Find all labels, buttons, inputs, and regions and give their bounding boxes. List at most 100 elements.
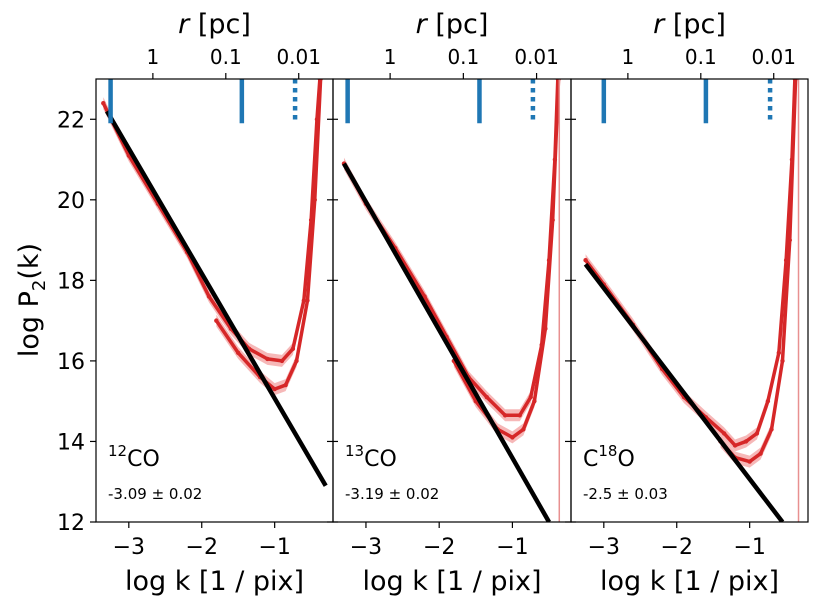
y-tick-label: 22 [57,108,85,133]
x-tick-label: −2 [661,535,693,560]
data-point [206,294,212,299]
slope-value: -3.19 ± 0.02 [345,485,439,503]
x-tick-label: −3 [350,535,382,560]
power-spectrum-data-lower [719,79,798,464]
y-tick-label: 14 [57,430,85,455]
power-law-fit [104,110,328,487]
species-isotope: 13 [345,442,364,460]
data-point [754,431,760,436]
y-axis-label: log P2(k) [14,243,50,357]
data-point [776,350,782,356]
top-tick-label: 0.01 [751,45,796,69]
species-suffix: O [617,447,634,472]
data-point [312,197,317,203]
y-tick-label: 16 [57,350,85,375]
data-point [543,326,548,331]
x-tick-label: −1 [733,535,765,560]
species-suffix: CO [364,447,397,472]
data-point [294,358,299,364]
top-axis-label-r: r [653,9,666,40]
x-axis-label: log k [1 / pix] [125,566,304,597]
data-point [101,100,106,106]
power-law-fit [583,262,785,522]
power-spectrum-data [101,79,322,363]
uncertainty-band [343,79,558,422]
x-tick-label: −2 [423,535,455,560]
top-axis-label: r [pc] [653,9,726,40]
data-point [769,427,774,432]
data-point [528,394,533,400]
data-point [214,318,219,323]
data-point [583,258,588,263]
plot-area [101,79,328,487]
data-point [502,413,508,418]
top-tick-label: 0.01 [276,45,321,69]
data-point [517,413,522,418]
uncertainty-band [103,79,320,367]
data-point [787,237,792,243]
x-tick-label: −1 [496,535,528,560]
plot-area [583,79,800,522]
top-axis-label-unit: [pc] [664,9,726,40]
data-point [236,350,241,356]
x-axis-label: log k [1 / pix] [600,566,779,597]
data-point [743,439,749,444]
data-point [758,451,763,456]
panel-2: −3 −2 −1 log k [1 / pix] 1 0.1 0.01 r [pc] 13CO -… [327,9,572,597]
data-point [550,217,555,223]
panel-1: 12 14 16 18 20 22 −3 −2 −1 log k [1 / pix] 1 0.1 0.0… [57,9,334,597]
y-tick-label: 18 [57,269,85,294]
uncertainty-band [585,79,795,452]
data-point [272,386,277,392]
data-point [765,398,771,404]
top-tick-label: 0.1 [685,45,717,69]
top-axis-label: r [pc] [416,9,489,40]
data-point [747,459,752,464]
slope-value: -3.09 ± 0.02 [108,485,202,503]
y-tick-label: 20 [57,189,85,214]
data-point [532,398,537,404]
data-point [732,443,738,448]
x-tick-label: −2 [186,535,218,560]
data-point [279,358,285,364]
top-axis-label-r: r [416,9,429,40]
species-label: C18O [583,442,635,472]
top-tick-label: 1 [384,45,397,69]
power-law-fit [342,162,551,522]
plot-area [341,79,561,522]
top-axis-label-unit: [pc] [427,9,489,40]
x-tick-label: −1 [258,535,290,560]
data-point [521,427,526,432]
data-point [484,394,489,400]
top-axis-label: r [pc] [178,9,251,40]
top-axis-label-r: r [178,9,191,40]
panel-3: −3 −2 −1 log k [1 / pix] 1 0.1 0.01 r [pc] C18O -… [565,9,809,597]
x-tick-label: −3 [113,535,145,560]
top-tick-label: 0.1 [447,45,479,69]
data-point [265,356,270,362]
species-prefix: C [583,447,598,472]
data-point [305,298,310,303]
x-tick-label: −3 [588,535,620,560]
data-point [301,298,307,303]
data-point [510,435,515,440]
top-tick-label: 1 [622,45,635,69]
power-spectrum-data-lower [214,79,323,391]
y-tick-label: 12 [57,511,85,536]
top-axis-label-unit: [pc] [189,9,251,40]
species-isotope: 12 [108,442,127,460]
data-point [290,346,296,352]
species-isotope: 18 [598,442,617,460]
data-point [422,294,427,299]
data-point [721,431,727,436]
power-spectrum-data [584,79,797,448]
top-tick-label: 1 [147,45,160,69]
svg-text:log P2(k): log P2(k) [14,243,50,357]
x-axis-label: log k [1 / pix] [362,566,541,597]
top-tick-label: 0.1 [210,45,242,69]
data-point [283,382,288,388]
slope-value: -2.5 ± 0.03 [583,485,668,503]
species-label: 12CO [108,442,160,472]
top-tick-label: 0.01 [514,45,559,69]
data-point [780,358,785,364]
